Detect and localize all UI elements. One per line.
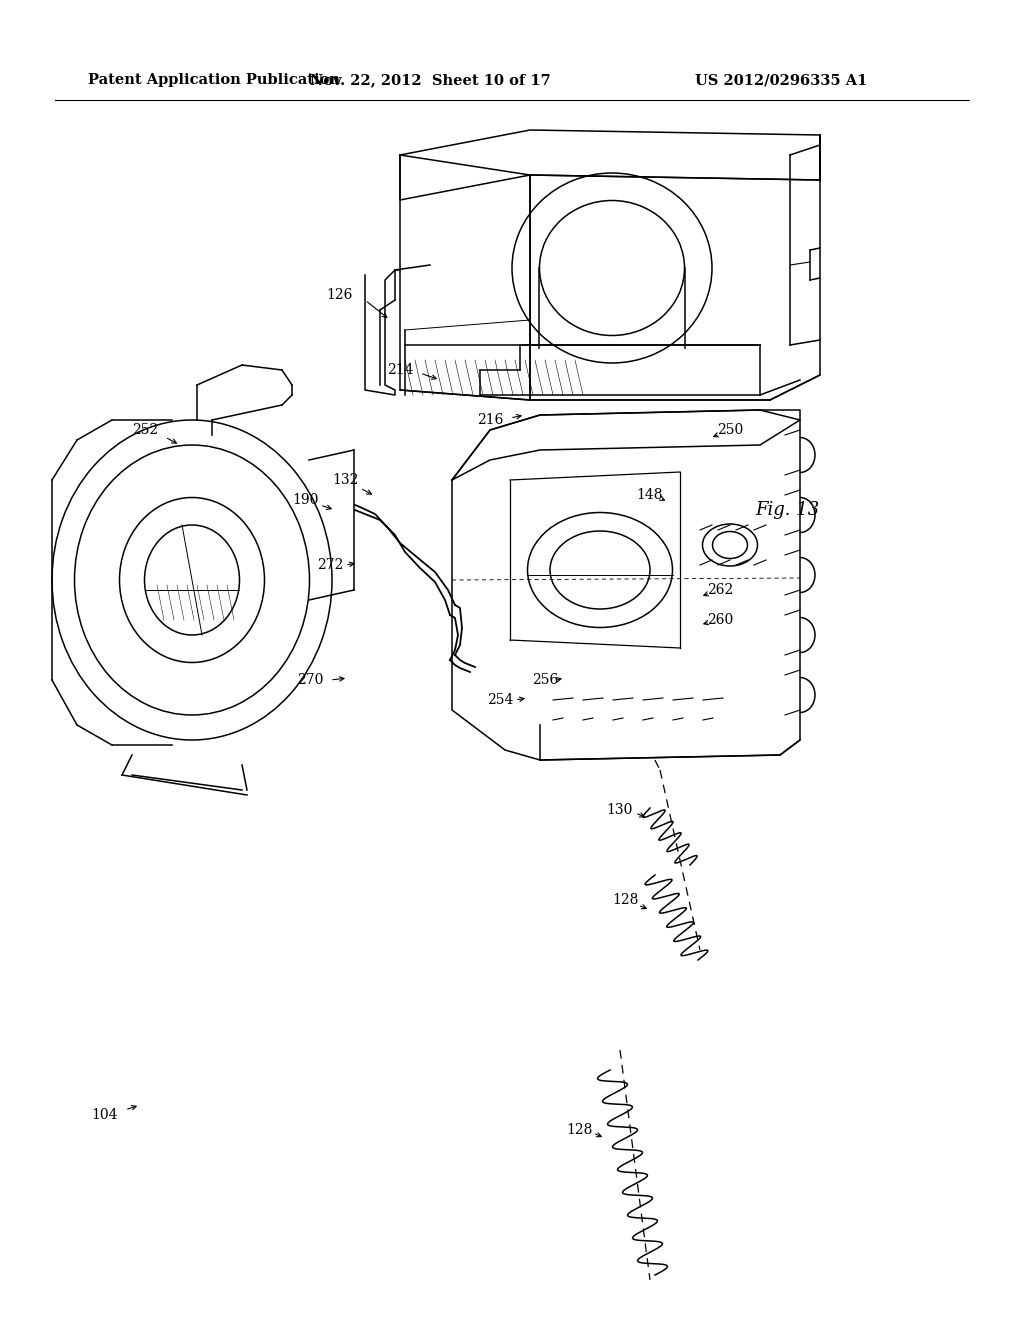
- Text: Fig. 13: Fig. 13: [755, 502, 819, 519]
- Text: 262: 262: [707, 583, 733, 597]
- Text: 260: 260: [707, 612, 733, 627]
- Polygon shape: [452, 411, 800, 480]
- Polygon shape: [452, 411, 800, 760]
- Text: 128: 128: [611, 894, 638, 907]
- Text: 256: 256: [531, 673, 558, 686]
- Text: 148: 148: [637, 488, 664, 502]
- Text: 270: 270: [297, 673, 324, 686]
- Text: 132: 132: [332, 473, 358, 487]
- Text: 130: 130: [607, 803, 633, 817]
- Text: Patent Application Publication: Patent Application Publication: [88, 73, 340, 87]
- Text: 104: 104: [92, 1107, 118, 1122]
- Text: 216: 216: [477, 413, 503, 426]
- Text: 272: 272: [316, 558, 343, 572]
- Text: 126: 126: [327, 288, 353, 302]
- Text: 214: 214: [387, 363, 414, 378]
- Text: 252: 252: [132, 422, 158, 437]
- Text: 190: 190: [292, 492, 318, 507]
- Text: US 2012/0296335 A1: US 2012/0296335 A1: [695, 73, 867, 87]
- Text: 128: 128: [567, 1123, 593, 1137]
- Text: Nov. 22, 2012  Sheet 10 of 17: Nov. 22, 2012 Sheet 10 of 17: [309, 73, 550, 87]
- Text: 250: 250: [717, 422, 743, 437]
- Text: 254: 254: [486, 693, 513, 708]
